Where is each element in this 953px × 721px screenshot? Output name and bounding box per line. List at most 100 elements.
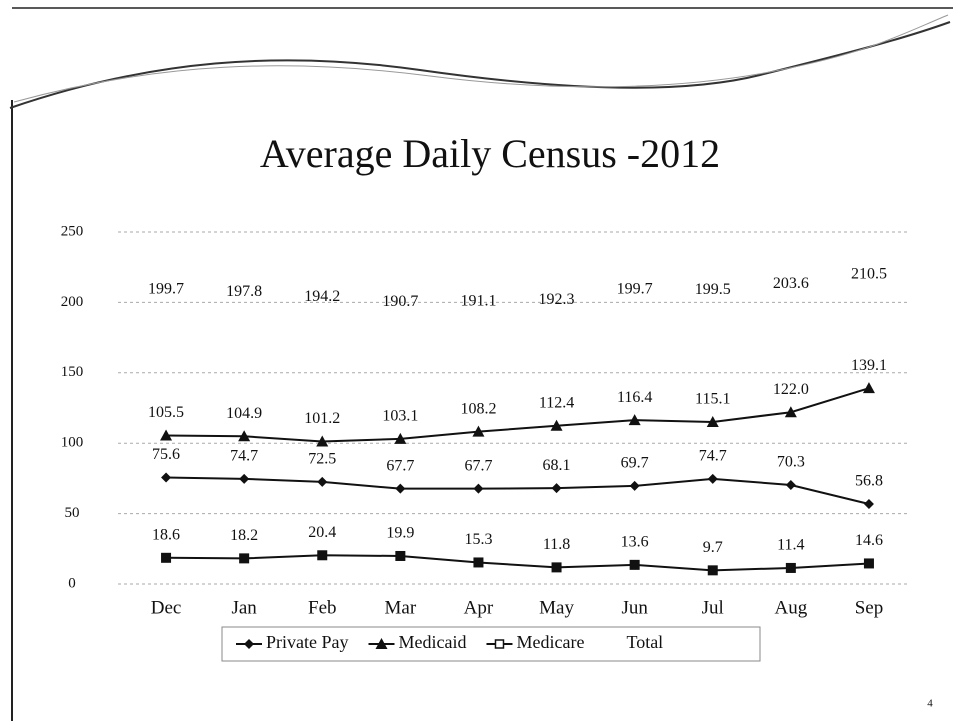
data-label: 18.6	[152, 526, 180, 543]
data-point	[395, 550, 406, 561]
data-label: 19.9	[386, 525, 414, 542]
data-point	[863, 558, 874, 569]
data-label: 116.4	[617, 389, 652, 406]
data-point	[161, 472, 172, 483]
data-label: 69.7	[621, 455, 649, 472]
data-label: 20.4	[308, 524, 336, 541]
data-point	[550, 419, 563, 431]
data-label: 191.1	[460, 293, 496, 310]
decor-curve	[13, 14, 949, 103]
data-label: 67.7	[464, 457, 492, 474]
y-tick-label: 0	[68, 575, 76, 591]
data-label: 103.1	[382, 408, 418, 425]
data-point	[239, 553, 250, 564]
legend-marker	[494, 639, 505, 649]
legend-label: Medicaid	[399, 632, 467, 652]
data-point	[317, 550, 328, 561]
y-tick-label: 250	[61, 223, 84, 239]
data-label: 56.8	[855, 473, 883, 490]
data-label: 68.1	[543, 457, 571, 474]
data-point	[784, 406, 797, 418]
x-tick-label: Mar	[385, 597, 417, 618]
legend-marker	[375, 638, 388, 649]
data-point	[394, 432, 407, 444]
data-label: 112.4	[539, 394, 574, 411]
data-point	[551, 562, 562, 573]
data-label: 101.2	[304, 410, 340, 427]
x-tick-label: Feb	[308, 597, 337, 618]
data-point	[473, 557, 484, 568]
data-point	[316, 435, 329, 447]
x-tick-label: May	[539, 597, 574, 618]
data-point	[238, 430, 251, 442]
data-label: 139.1	[851, 357, 887, 374]
x-tick-label: Jan	[231, 597, 257, 618]
x-tick-label: Sep	[855, 597, 884, 618]
data-label: 67.7	[386, 457, 414, 474]
data-label: 74.7	[230, 447, 258, 464]
data-point	[472, 425, 485, 437]
data-point	[785, 562, 796, 573]
chart-title: Average Daily Census -2012	[260, 131, 720, 176]
data-point	[160, 429, 173, 441]
data-point	[317, 476, 328, 487]
series-line	[166, 387, 870, 443]
data-point	[707, 565, 718, 576]
x-tick-label: Dec	[151, 597, 182, 618]
data-label: 199.5	[695, 281, 731, 298]
data-point	[706, 415, 719, 427]
data-point	[551, 483, 562, 494]
data-label: 74.7	[699, 447, 727, 464]
data-label: 115.1	[695, 391, 730, 408]
data-label: 197.8	[226, 283, 262, 300]
data-label: 199.7	[148, 280, 184, 297]
y-tick-label: 100	[61, 435, 84, 451]
data-point	[161, 552, 172, 563]
series-line	[166, 554, 870, 572]
decor-curve	[9, 21, 951, 109]
data-label: 122.0	[773, 381, 809, 398]
data-label: 199.7	[617, 280, 653, 297]
legend-marker	[244, 639, 254, 649]
data-label: 11.8	[543, 536, 570, 553]
data-label: 190.7	[382, 293, 418, 310]
data-point	[395, 483, 406, 494]
data-label: 104.9	[226, 405, 262, 422]
data-label: 192.3	[539, 291, 575, 308]
data-label: 11.4	[777, 537, 804, 554]
data-label: 194.2	[304, 288, 340, 305]
data-label: 14.6	[855, 532, 883, 549]
y-tick-label: 50	[65, 505, 80, 521]
data-label: 9.7	[703, 539, 723, 556]
data-point	[863, 499, 874, 510]
data-label: 210.5	[851, 265, 887, 282]
data-label: 18.2	[230, 527, 258, 544]
data-point	[628, 414, 641, 426]
data-point	[707, 473, 718, 484]
legend-label: Medicare	[516, 632, 584, 652]
data-point	[785, 480, 796, 491]
data-point	[862, 382, 875, 394]
data-label: 72.5	[308, 451, 336, 468]
data-label: 105.5	[148, 404, 184, 421]
y-tick-label: 200	[61, 294, 84, 310]
legend-label: Private Pay	[266, 632, 349, 652]
data-label: 108.2	[460, 400, 496, 417]
data-label: 203.6	[773, 275, 809, 292]
data-point	[629, 480, 640, 491]
x-tick-label: Jun	[621, 597, 648, 618]
x-tick-label: Jul	[702, 597, 724, 618]
page-number: 4	[927, 698, 933, 710]
data-point	[239, 473, 250, 484]
data-point	[473, 483, 484, 494]
legend-label: Total	[626, 632, 663, 652]
x-tick-label: Aug	[774, 597, 807, 618]
x-tick-label: Apr	[464, 597, 494, 618]
data-label: 13.6	[621, 534, 649, 551]
y-tick-label: 150	[61, 364, 84, 380]
legend-box	[221, 626, 761, 662]
data-label: 75.6	[152, 446, 180, 463]
data-label: 15.3	[464, 531, 492, 548]
